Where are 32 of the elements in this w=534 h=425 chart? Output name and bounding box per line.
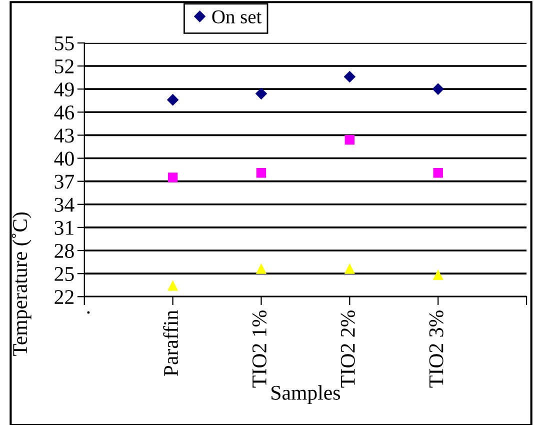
x-tick-label: TIO2 1% xyxy=(252,310,267,388)
x-tick-label: Paraffin xyxy=(163,310,178,376)
y-tick-label: 43 xyxy=(54,128,74,143)
point xyxy=(344,264,355,274)
point xyxy=(256,88,267,100)
y-tick-label: 25 xyxy=(54,267,74,282)
y-tick-label: 28 xyxy=(54,244,74,258)
y-tick-label: 31 xyxy=(54,220,74,235)
y-axis-title: Temperature (˚C) xyxy=(12,212,32,356)
legend-label: On set xyxy=(212,10,262,24)
x-tick-label: . xyxy=(87,311,90,314)
y-tick-label: 46 xyxy=(54,106,74,120)
y-tick-label: 37 xyxy=(54,174,74,189)
point xyxy=(168,281,178,291)
x-tick-label: TIO2 2% xyxy=(340,310,355,388)
point xyxy=(256,264,266,274)
y-tick-label: 22 xyxy=(54,290,74,304)
point xyxy=(433,168,443,178)
x-tick-label: TIO2 3% xyxy=(429,310,444,388)
point xyxy=(168,172,178,182)
y-tick-label: 40 xyxy=(54,152,74,166)
y-tick-label: 49 xyxy=(54,82,74,96)
point xyxy=(344,71,356,82)
y-tick-label: 34 xyxy=(54,198,74,212)
x-axis-title: Samples xyxy=(272,385,340,404)
point xyxy=(433,270,443,280)
point xyxy=(167,94,178,106)
y-tick-label: 55 xyxy=(55,36,74,50)
point xyxy=(256,168,266,178)
point xyxy=(344,134,355,145)
point xyxy=(432,83,444,95)
y-tick-label: 52 xyxy=(55,59,74,74)
